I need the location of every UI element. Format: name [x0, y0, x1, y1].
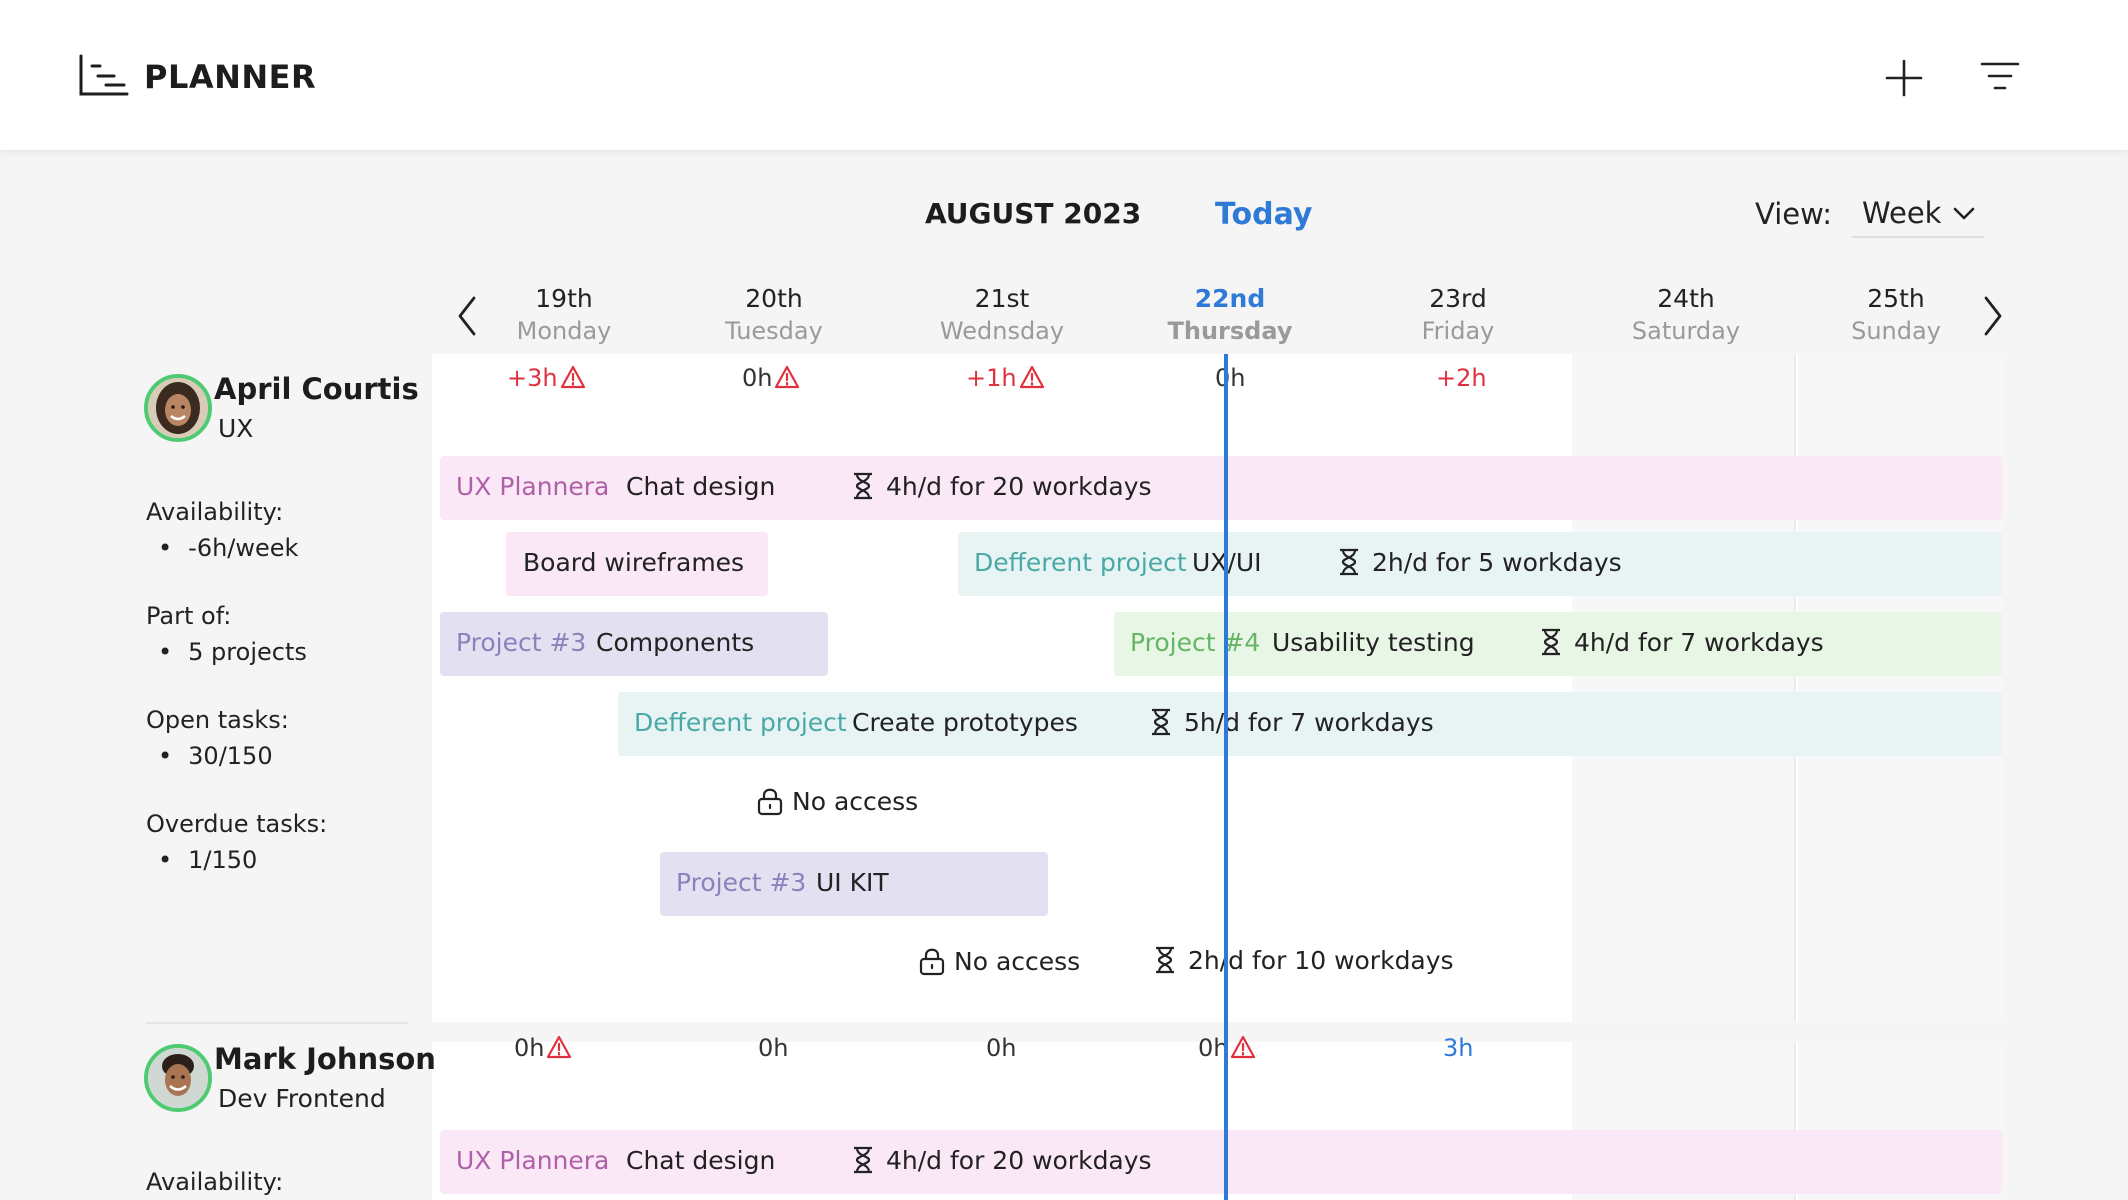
chevron-left-icon: [458, 296, 476, 336]
next-week-button[interactable]: [1978, 294, 2008, 338]
avatar: [144, 1044, 212, 1112]
hourglass-icon: [1542, 628, 1560, 656]
day-header-thursday: 22nd Thursday: [1167, 284, 1293, 345]
hourglass-icon: [1340, 548, 1358, 576]
warning-icon: [560, 365, 585, 389]
person-name[interactable]: Mark Johnson: [214, 1042, 436, 1076]
day-header-wednesday: 21st Wednsday: [939, 284, 1065, 345]
hourglass-icon: [1156, 946, 1174, 974]
row-separator: [432, 1022, 2002, 1042]
task-bar[interactable]: Board wireframes: [506, 532, 768, 596]
person-name[interactable]: April Courtis: [214, 372, 419, 406]
availability-value: -6h/week: [158, 534, 298, 562]
task-bar[interactable]: Defferent project UX/UI 2h/d for 5 workd…: [958, 532, 2002, 596]
hours-tuesday: 0h: [758, 1034, 789, 1062]
today-button[interactable]: Today: [1215, 197, 1313, 232]
task-project: Defferent project: [974, 548, 1187, 577]
task-project: Defferent project: [634, 708, 847, 737]
open-tasks-value: 30/150: [158, 742, 272, 770]
task-project: UX Plannera: [456, 472, 610, 501]
hours-wednesday: 0h: [986, 1034, 1017, 1062]
person-divider: [146, 1022, 408, 1024]
task-duration: 4h/d for 20 workdays: [852, 1146, 1152, 1175]
part-of-value: 5 projects: [158, 638, 307, 666]
no-access-item: No access: [756, 786, 918, 816]
task-title: Chat design: [626, 472, 776, 501]
day-header-friday: 23rd Friday: [1421, 284, 1495, 345]
task-bar[interactable]: UX Plannera Chat design 4h/d for 20 work…: [440, 456, 2002, 520]
warning-icon: [547, 1035, 572, 1059]
open-tasks-label: Open tasks:: [146, 706, 289, 734]
planner-logo-icon: [79, 54, 129, 96]
lock-icon: [919, 948, 945, 976]
filter-icon: [1980, 62, 2020, 90]
hours-friday: +2h: [1436, 364, 1487, 392]
task-title: UI KIT: [816, 868, 889, 897]
overdue-tasks-value: 1/150: [158, 846, 257, 874]
hours-monday: +3h: [507, 364, 586, 392]
hourglass-icon: [854, 472, 872, 500]
no-access-item: No access: [918, 946, 1080, 976]
task-title: Usability testing: [1272, 628, 1475, 657]
prev-week-button[interactable]: [452, 294, 482, 338]
avatar-image: [148, 378, 208, 438]
task-duration: 5h/d for 7 workdays: [1150, 708, 1434, 737]
day-header-sunday: 25th Sunday: [1851, 284, 1941, 345]
plus-icon: [1885, 59, 1923, 97]
filter-button[interactable]: [1978, 56, 2022, 100]
chevron-right-icon: [1984, 296, 2002, 336]
chevron-down-icon: [1953, 207, 1975, 220]
view-select[interactable]: Week: [1852, 190, 1984, 238]
task-project: Project #3: [676, 868, 807, 897]
lock-icon: [757, 788, 783, 816]
task-bar[interactable]: Project #3 UI KIT: [660, 852, 1048, 916]
warning-icon: [1231, 1035, 1256, 1059]
task-title: Chat design: [626, 1146, 776, 1175]
task-project: Project #4: [1130, 628, 1261, 657]
hours-friday: 3h: [1443, 1034, 1474, 1062]
task-duration: 4h/d for 20 workdays: [852, 472, 1152, 501]
today-indicator-line: [1224, 354, 1228, 1200]
hours-wednesday: +1h: [966, 364, 1045, 392]
day-header-monday: 19th Monday: [516, 284, 612, 345]
task-title: Board wireframes: [523, 548, 745, 577]
task-bar[interactable]: Project #4 Usability testing 4h/d for 7 …: [1114, 612, 2002, 676]
hourglass-icon: [1152, 708, 1170, 736]
avatar-image: [148, 1048, 208, 1108]
task-duration: 2h/d for 10 workdays: [1154, 946, 1454, 975]
warning-icon: [1019, 365, 1044, 389]
person-role: UX: [218, 414, 254, 443]
availability-label: Availability:: [146, 1168, 284, 1196]
task-project: UX Plannera: [456, 1146, 610, 1175]
task-bar[interactable]: Defferent project Create prototypes 5h/d…: [618, 692, 2002, 756]
person-role: Dev Frontend: [218, 1084, 386, 1113]
avatar: [144, 374, 212, 442]
view-value: Week: [1862, 196, 1942, 230]
task-title: Components: [596, 628, 755, 657]
current-month: AUGUST 2023: [925, 197, 1142, 230]
hourglass-icon: [854, 1146, 872, 1174]
day-header-tuesday: 20th Tuesday: [725, 284, 823, 345]
hours-tuesday: 0h: [742, 364, 800, 392]
hours-thursday: 0h: [1198, 1034, 1256, 1062]
task-duration: 4h/d for 7 workdays: [1540, 628, 1824, 657]
task-project: Project #3: [456, 628, 587, 657]
availability-label: Availability:: [146, 498, 284, 526]
task-title: Create prototypes: [852, 708, 1078, 737]
top-bar: PLANNER: [0, 0, 2128, 150]
hours-monday: 0h: [514, 1034, 572, 1062]
task-bar[interactable]: UX Plannera Chat design 4h/d for 20 work…: [440, 1130, 2002, 1194]
task-duration: 2h/d for 5 workdays: [1338, 548, 1622, 577]
task-bar[interactable]: Project #3 Components: [440, 612, 828, 676]
warning-icon: [775, 365, 800, 389]
app-title: PLANNER: [144, 58, 317, 96]
add-button[interactable]: [1882, 56, 1926, 100]
view-label: View:: [1755, 197, 1833, 231]
part-of-label: Part of:: [146, 602, 232, 630]
hours-thursday: 0h: [1215, 364, 1246, 392]
overdue-tasks-label: Overdue tasks:: [146, 810, 328, 838]
day-header-saturday: 24th Saturday: [1631, 284, 1741, 345]
